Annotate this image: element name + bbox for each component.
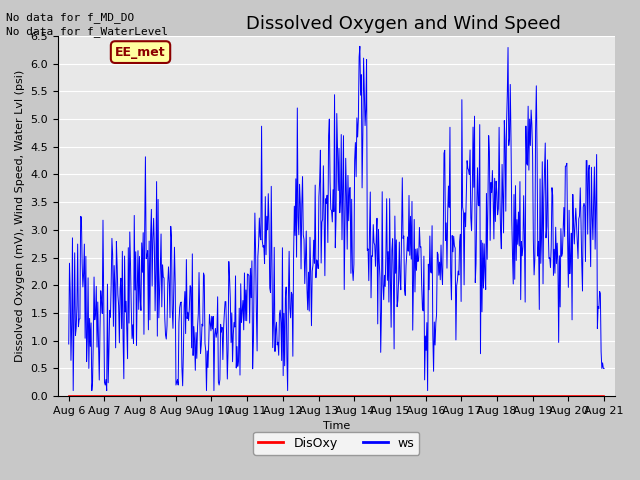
ws (403, 251, 411, 256)
DisOxy (417, 393, 425, 399)
ws (419, 305, 426, 311)
ws (69, 388, 77, 394)
Line: ws: ws (68, 47, 604, 391)
ws (600, 366, 608, 372)
DisOxy (65, 393, 72, 399)
Legend: DisOxy, ws: DisOxy, ws (253, 432, 419, 455)
ws (185, 318, 193, 324)
DisOxy (75, 393, 83, 399)
ws (65, 341, 72, 347)
ws (131, 213, 138, 218)
Y-axis label: Dissolved Oxygen (mV), Wind Speed, Water Lvl (psi): Dissolved Oxygen (mV), Wind Speed, Water… (15, 70, 25, 362)
ws (76, 316, 83, 322)
ws (213, 330, 221, 336)
Text: No data for f_WaterLevel: No data for f_WaterLevel (6, 26, 168, 37)
DisOxy (212, 393, 220, 399)
DisOxy (600, 393, 608, 399)
ws (356, 44, 364, 49)
DisOxy (184, 393, 192, 399)
Text: EE_met: EE_met (115, 46, 166, 59)
DisOxy (401, 393, 409, 399)
DisOxy (130, 393, 138, 399)
Text: No data for f_MD_DO: No data for f_MD_DO (6, 12, 134, 23)
Title: Dissolved Oxygen and Wind Speed: Dissolved Oxygen and Wind Speed (246, 15, 561, 33)
X-axis label: Time: Time (323, 421, 350, 432)
